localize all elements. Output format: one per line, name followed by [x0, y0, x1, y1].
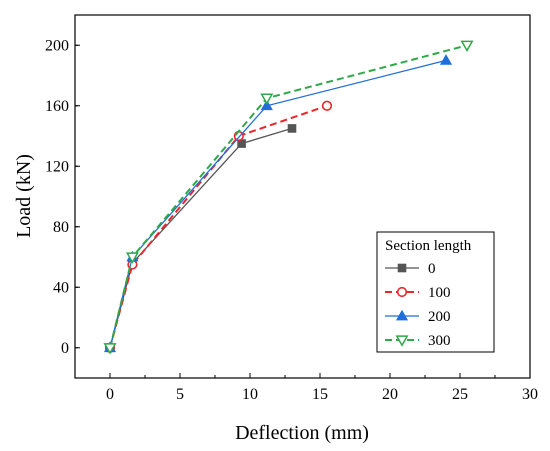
x-axis-title: Deflection (mm)	[235, 422, 369, 444]
data-point-200	[260, 99, 273, 111]
x-tick-label: 0	[106, 386, 114, 403]
x-tick-label: 20	[382, 386, 398, 403]
series-0	[105, 124, 297, 353]
data-point-0	[287, 124, 297, 133]
x-tick-label: 5	[176, 386, 184, 403]
axis-labels: Deflection (mm) Load (kN)	[13, 154, 369, 444]
data-point-300	[125, 252, 139, 264]
data-point-200	[439, 54, 453, 65]
legend-label-300: 300	[428, 333, 451, 349]
y-tick-label: 40	[53, 279, 69, 296]
plot-series	[103, 40, 474, 355]
y-tick-label: 160	[45, 98, 69, 115]
legend: Section length 0 100 200 300	[376, 231, 495, 353]
y-tick-label: 120	[45, 158, 69, 175]
legend-label-0: 0	[428, 261, 436, 277]
series-line-0	[109, 127, 293, 348]
legend-label-100: 100	[428, 285, 451, 301]
series-300	[103, 40, 474, 355]
y-tick-label: 80	[53, 219, 69, 236]
data-point-300	[460, 40, 474, 52]
y-tick-label: 200	[45, 37, 69, 54]
series-line-100	[109, 104, 328, 349]
data-point-100	[321, 100, 333, 111]
legend-label-200: 200	[428, 309, 451, 325]
legend-marker-300	[395, 335, 409, 347]
legend-title: Section length	[385, 238, 472, 254]
y-tick-label: 0	[61, 340, 69, 357]
data-point-300	[103, 343, 117, 355]
x-tick-label: 10	[242, 386, 258, 403]
legend-marker-100	[396, 286, 408, 298]
series-line-300	[109, 44, 468, 349]
legend-marker-0	[397, 263, 407, 273]
legend-marker-200	[395, 309, 409, 321]
series-100	[104, 100, 333, 353]
y-axis-title: Load (kN)	[13, 154, 35, 238]
x-tick-label: 15	[312, 386, 328, 403]
x-tick-label: 25	[452, 386, 468, 403]
plot-frame	[74, 14, 531, 379]
x-tick-label: 30	[522, 386, 538, 403]
data-point-300	[260, 93, 274, 105]
